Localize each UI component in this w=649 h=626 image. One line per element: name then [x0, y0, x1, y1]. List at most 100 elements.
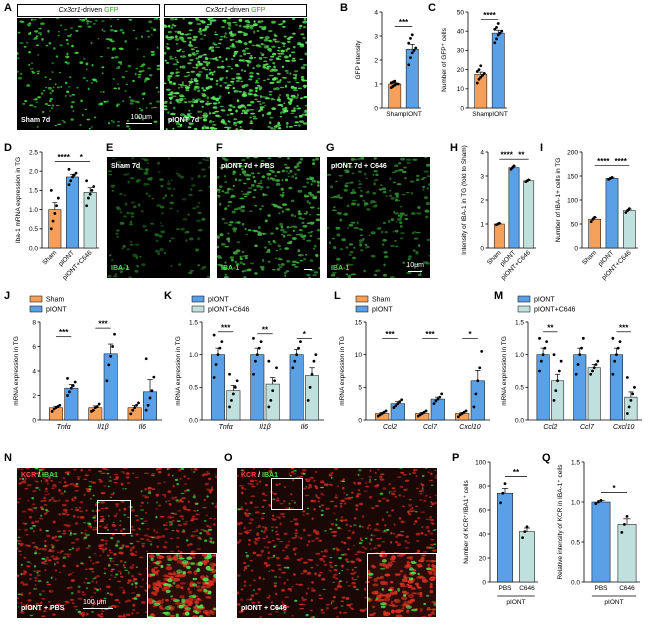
data-point — [146, 403, 150, 407]
data-point — [591, 217, 595, 221]
tissue-texture — [148, 554, 216, 617]
y-axis-label: Number of IBA-1+ cells in TG — [555, 158, 562, 243]
legend-label: pIONT+C646 — [534, 307, 576, 314]
tissue-texture — [17, 18, 160, 130]
data-point — [589, 372, 593, 376]
micrograph-e: Sham 7d IBA-1 — [107, 157, 210, 278]
data-point — [589, 220, 593, 223]
x-tick-label: Il6 — [301, 424, 309, 431]
panel-letter-e: E — [106, 142, 114, 154]
data-point — [552, 399, 556, 402]
y-tick-label: 0.5 — [515, 385, 524, 392]
data-point — [578, 353, 582, 357]
data-point — [501, 491, 505, 495]
data-point — [400, 398, 404, 402]
scale-label: 100 μm — [83, 599, 107, 606]
y-axis-label: Number of GFP⁺ cells — [441, 27, 448, 92]
y-tick-label: 2 — [32, 393, 36, 400]
scale-label: 100μm — [130, 114, 152, 121]
significance-label: * — [303, 330, 307, 339]
data-point — [613, 359, 617, 363]
y-tick-label: 1.5 — [29, 188, 38, 195]
y-tick-label: 3 — [480, 173, 484, 180]
data-point — [67, 167, 71, 171]
bar — [49, 407, 63, 421]
bar — [497, 492, 513, 583]
y-tick-label: 2.0 — [29, 169, 38, 176]
data-point — [148, 396, 152, 400]
data-point — [497, 221, 501, 225]
data-point — [496, 33, 500, 37]
y-tick-label: 40 — [479, 531, 487, 538]
bar — [605, 178, 619, 249]
y-tick-label: 100 — [567, 197, 578, 204]
y-axis-label: mRNA expression in TG — [13, 336, 20, 406]
y-tick-label: 1.0 — [29, 207, 38, 214]
y-tick-label: 10 — [355, 352, 363, 359]
data-point — [620, 531, 624, 534]
data-point — [574, 372, 578, 376]
data-point — [55, 204, 58, 208]
data-point — [71, 175, 74, 179]
panel-letter-m: M — [494, 290, 504, 302]
stain-label: KCR / IBA1 — [241, 472, 278, 479]
y-tick-label: 4 — [32, 368, 36, 375]
chart-m: 0.0 0.5 1.0 1.5 mRNA expression in TG pIONT pI… — [496, 292, 646, 447]
data-point — [49, 227, 53, 231]
micrograph-f: pIONT 7d + PBS IBA-1 — [217, 157, 320, 278]
chart-p: 0 20 40 60 80 100 Number of KCR⁺/IBA1⁺ cells PB… — [454, 458, 542, 625]
data-point — [51, 219, 55, 223]
data-point — [626, 209, 629, 212]
data-point — [495, 37, 498, 41]
data-point — [214, 363, 218, 366]
y-tick-label: 0 — [32, 417, 36, 424]
bar — [64, 387, 79, 421]
data-point — [92, 408, 95, 412]
data-point — [557, 369, 561, 373]
y-tick-label: 1.0 — [189, 352, 198, 359]
data-point — [129, 412, 133, 416]
bar — [390, 403, 405, 421]
data-point — [113, 332, 116, 336]
data-point — [218, 346, 222, 350]
data-point — [74, 171, 78, 175]
y-tick-label: 20 — [479, 555, 487, 562]
y-tick-label: 8 — [32, 319, 36, 326]
stain-label: IBA-1 — [221, 265, 240, 272]
legend-swatch — [191, 305, 205, 313]
data-point — [482, 72, 486, 75]
data-point — [618, 340, 622, 343]
legend-swatch — [191, 295, 205, 303]
y-tick-label: 80 — [479, 483, 487, 490]
significance-label: ** — [518, 151, 525, 160]
bar — [211, 354, 225, 421]
data-point — [228, 372, 231, 376]
chart-h: 0 1 2 3 4 Intensity of IBA-1 in TG (fold to S… — [452, 145, 540, 289]
legend-swatch — [355, 305, 369, 313]
data-point — [611, 372, 615, 376]
data-point — [88, 192, 92, 196]
data-point — [503, 482, 507, 485]
gfp-label: GFP — [251, 7, 266, 14]
data-point — [576, 363, 580, 366]
data-point — [496, 22, 500, 25]
data-point — [512, 164, 516, 168]
data-point — [615, 353, 618, 357]
bar — [591, 501, 611, 583]
x-tick-label: Tnfα — [219, 424, 234, 431]
legend-label: pIONT — [534, 297, 555, 304]
data-point — [73, 380, 77, 384]
scale-bar — [408, 271, 422, 272]
data-point — [384, 409, 388, 413]
data-point — [394, 404, 398, 408]
legend-label: Sham — [372, 297, 390, 304]
legend-swatch — [29, 295, 43, 303]
y-tick-label: 0 — [480, 245, 484, 252]
bar — [573, 354, 587, 421]
data-point — [269, 399, 273, 402]
data-point — [295, 353, 299, 357]
panel-letter-j: J — [4, 290, 11, 302]
data-point — [312, 359, 316, 363]
kcr-label: KCR — [241, 472, 257, 479]
data-point — [410, 51, 414, 55]
